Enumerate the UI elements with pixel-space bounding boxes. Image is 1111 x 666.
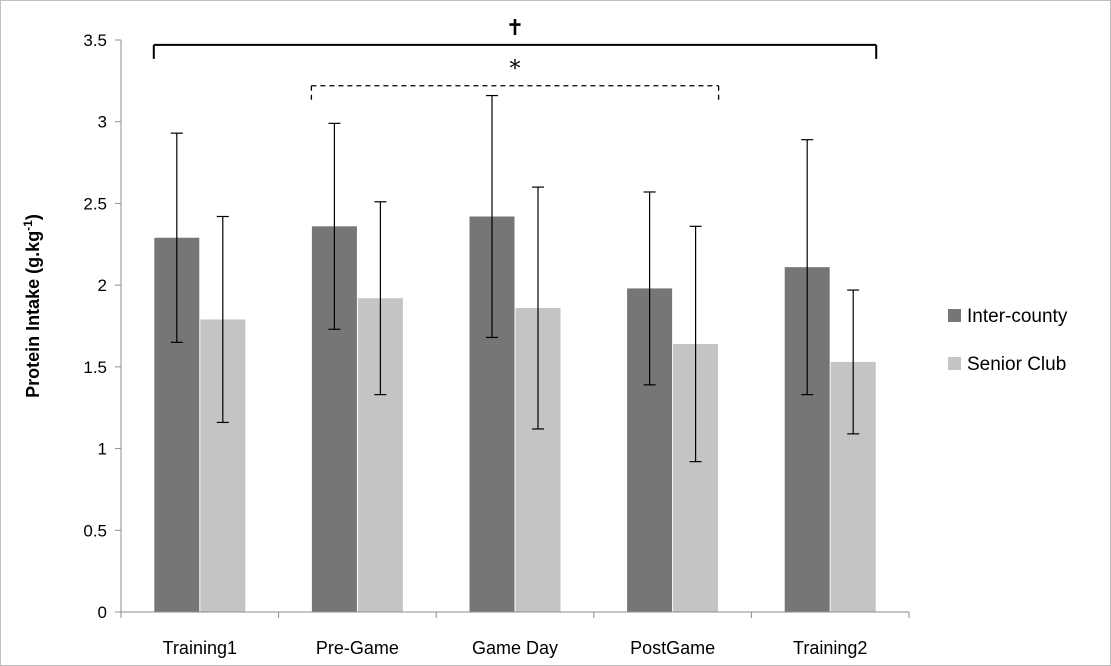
y-tick-label: 1.5 xyxy=(83,358,107,377)
legend-label: Senior Club xyxy=(967,354,1066,375)
y-axis-title-close: ) xyxy=(23,214,43,220)
y-axis-title-sup: -1 xyxy=(21,220,35,231)
x-category-label: Pre-Game xyxy=(316,638,399,658)
y-axis: 0 0.5 1 1.5 2 2.5 3 3.5 xyxy=(83,31,122,622)
x-category-label: Training1 xyxy=(163,638,237,658)
y-tick-label: 2.5 xyxy=(83,194,107,213)
y-tick-label: 1 xyxy=(98,440,107,459)
legend-label: Inter-county xyxy=(967,306,1068,327)
legend: Inter-county Senior Club xyxy=(948,306,1068,375)
bars xyxy=(154,216,876,612)
significance-symbol: * xyxy=(510,57,521,82)
significance-annotations: ✝* xyxy=(152,16,878,100)
significance-symbol: ✝ xyxy=(506,16,524,41)
error-bars xyxy=(170,94,860,463)
y-tick-label: 2 xyxy=(98,276,107,295)
legend-swatch xyxy=(948,357,961,370)
legend-swatch xyxy=(948,309,961,322)
y-tick-label: 3 xyxy=(98,113,107,132)
y-axis-title-main: Protein Intake (g.kg xyxy=(23,231,43,398)
y-tick-label: 3.5 xyxy=(83,31,107,50)
y-axis-title: Protein Intake (g.kg-1) xyxy=(21,214,43,398)
y-tick-label: 0.5 xyxy=(83,521,107,540)
y-tick-label: 0 xyxy=(98,603,107,622)
x-category-label: Game Day xyxy=(472,638,558,658)
x-axis: Training1 Pre-Game Game Day PostGame Trainin… xyxy=(120,611,910,658)
x-category-label: Training2 xyxy=(793,638,867,658)
x-category-label: PostGame xyxy=(630,638,715,658)
